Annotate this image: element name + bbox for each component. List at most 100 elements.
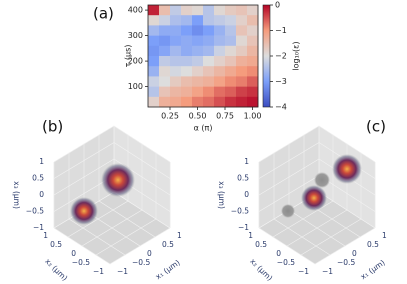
grid-line bbox=[95, 218, 157, 256]
heat-cell bbox=[181, 86, 193, 98]
y-tick-label: 400 bbox=[128, 6, 143, 15]
heat-cell bbox=[203, 76, 215, 87]
heat-cell bbox=[236, 66, 248, 77]
panes bbox=[53, 125, 376, 265]
heat-cell bbox=[214, 25, 226, 36]
x2-tick-label: −1 bbox=[93, 267, 104, 276]
heat-cell bbox=[148, 35, 160, 47]
density-blob bbox=[301, 185, 327, 211]
heat-cell bbox=[148, 96, 160, 108]
heat-cell bbox=[225, 5, 237, 16]
heat-cell bbox=[181, 45, 193, 57]
x1-tick-label: 1 bbox=[177, 231, 182, 240]
grid-line bbox=[53, 142, 115, 179]
grid-line bbox=[258, 142, 320, 179]
heat-cell bbox=[192, 86, 204, 98]
heat-cell bbox=[236, 5, 248, 16]
heat-cell bbox=[203, 35, 215, 47]
heat-cell bbox=[236, 15, 248, 26]
x3-tick-label: 0 bbox=[244, 190, 249, 199]
heat-cell bbox=[159, 86, 171, 98]
x-tick-label: 0.75 bbox=[216, 112, 234, 121]
heat-cell bbox=[170, 15, 182, 26]
y-tick-label: 200 bbox=[128, 57, 143, 66]
colorbar-tick-label: −2 bbox=[275, 52, 287, 61]
heat-cell bbox=[170, 25, 182, 36]
x3-axis-label: x₃ (μm) bbox=[12, 181, 21, 209]
heat-cell bbox=[148, 5, 160, 16]
x1-tick-label: 0.5 bbox=[162, 240, 174, 249]
heat-cell bbox=[159, 96, 171, 108]
heat-cell bbox=[214, 5, 226, 16]
heat-cell bbox=[192, 35, 204, 47]
heat-cell bbox=[148, 25, 160, 36]
heat-cell bbox=[225, 56, 237, 67]
heat-cell bbox=[148, 66, 160, 77]
heat-cell bbox=[203, 45, 215, 57]
heat-cell bbox=[236, 86, 248, 98]
heat-cell bbox=[236, 25, 248, 36]
heat-cell bbox=[181, 35, 193, 47]
x3-tick-label: −0.5 bbox=[26, 207, 44, 216]
heat-cell bbox=[214, 66, 226, 77]
heat-cell bbox=[192, 56, 204, 67]
heat-cell bbox=[170, 56, 182, 67]
x3-tick-label: 1 bbox=[244, 157, 249, 166]
heat-cell bbox=[148, 76, 160, 87]
heat-cell bbox=[247, 66, 259, 77]
heat-cell bbox=[192, 15, 204, 26]
x-tick-label: 0.50 bbox=[189, 112, 207, 121]
heat-cell bbox=[170, 5, 182, 16]
x1-tick-label: 0 bbox=[352, 249, 357, 258]
panel-label: (b) bbox=[42, 118, 63, 136]
heat-cell bbox=[214, 76, 226, 87]
x3-axis-label: x₃ (μm) bbox=[217, 181, 226, 209]
x1-tick-label: −0.5 bbox=[337, 258, 355, 267]
heat-cell bbox=[159, 35, 171, 47]
grid-line bbox=[81, 209, 143, 247]
heat-cell bbox=[236, 45, 248, 57]
x2-tick-label: −0.5 bbox=[72, 258, 90, 267]
grey-blob bbox=[314, 172, 330, 188]
grid-line bbox=[53, 158, 115, 196]
heat-cell bbox=[159, 25, 171, 36]
heat-cell bbox=[225, 15, 237, 26]
heat-cell bbox=[148, 86, 160, 98]
heat-cell bbox=[159, 5, 171, 16]
heat-cell bbox=[192, 5, 204, 16]
grid-line bbox=[318, 191, 376, 229]
colorbar-tick-label: 0 bbox=[275, 1, 280, 10]
heat-cell bbox=[236, 96, 248, 108]
y-tick-label: 100 bbox=[128, 82, 143, 91]
x-axis-label: α (π) bbox=[194, 124, 213, 133]
grid-line bbox=[300, 218, 362, 256]
x2-tick-label: −0.5 bbox=[277, 258, 295, 267]
x2-tick-label: 0.5 bbox=[50, 240, 62, 249]
heat-cell bbox=[170, 76, 182, 87]
x1-axis-label: x₁ (μm) bbox=[154, 258, 182, 281]
heat-cell bbox=[214, 86, 226, 98]
heat-cell bbox=[192, 25, 204, 36]
density-blob bbox=[101, 163, 135, 197]
heat-cell bbox=[247, 45, 259, 57]
heat-cell bbox=[214, 56, 226, 67]
heat-cell bbox=[170, 35, 182, 47]
x1-tick-label: −1 bbox=[117, 267, 128, 276]
heat-cell bbox=[181, 5, 193, 16]
heat-cell bbox=[225, 35, 237, 47]
grid-line bbox=[113, 125, 171, 163]
heat-cell bbox=[159, 66, 171, 77]
blobs bbox=[70, 154, 362, 225]
heat-cell bbox=[236, 56, 248, 67]
heat-cell bbox=[203, 56, 215, 67]
heat-cell bbox=[159, 56, 171, 67]
heat-cell bbox=[214, 15, 226, 26]
heat-cell bbox=[170, 66, 182, 77]
x1-axis-label: x₁ (μm) bbox=[359, 258, 387, 281]
x2-axis-label: x₂ (μm) bbox=[248, 257, 274, 283]
heat-cell bbox=[170, 45, 182, 57]
heat-cell bbox=[247, 35, 259, 47]
grid-line bbox=[113, 191, 171, 229]
grid-line bbox=[318, 125, 376, 163]
